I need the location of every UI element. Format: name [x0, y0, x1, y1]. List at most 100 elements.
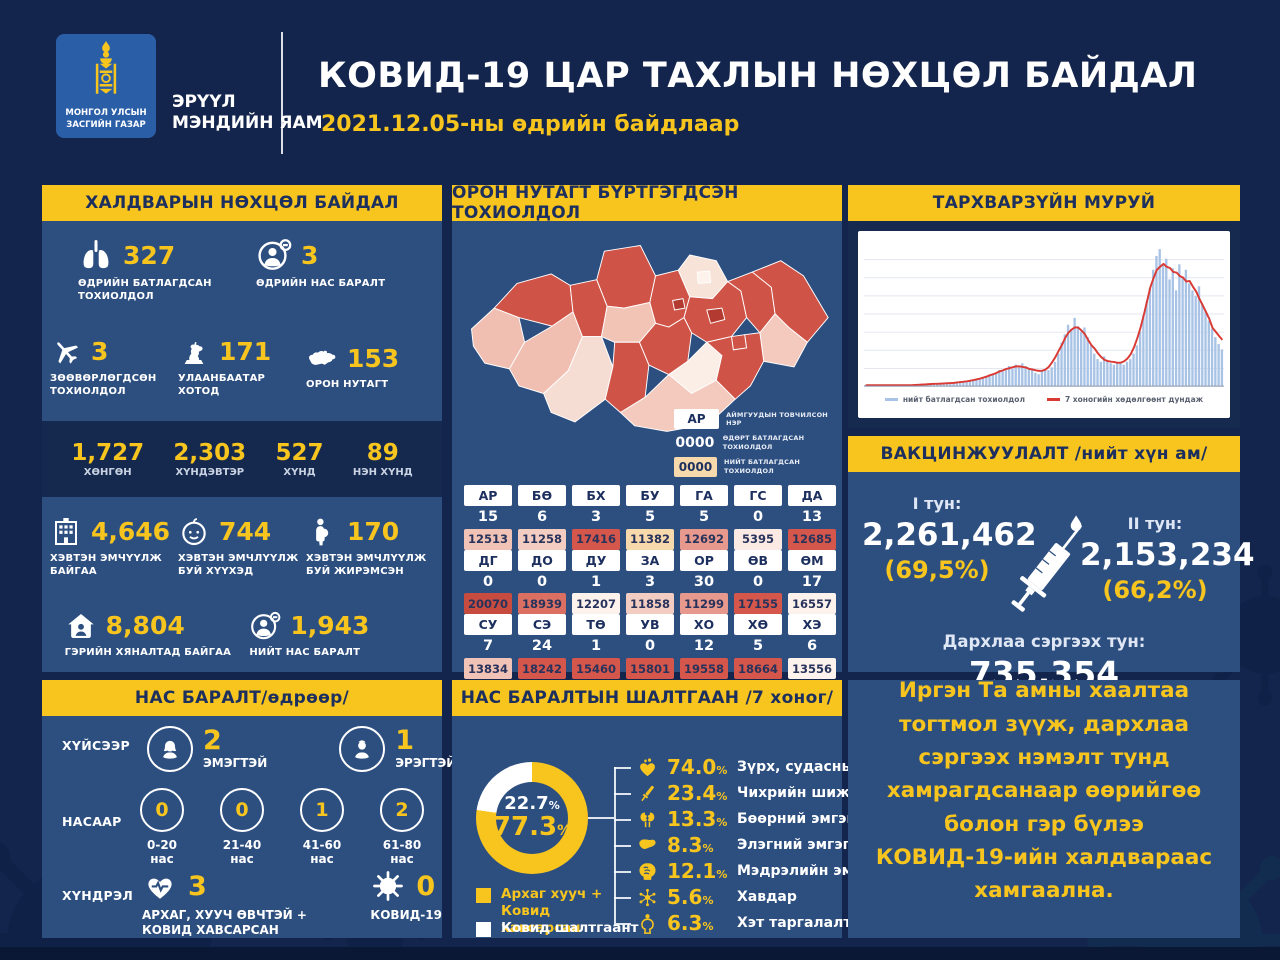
province-cell: ХӨ 5 18664 — [734, 614, 782, 680]
cause-percent: 74.0% — [667, 755, 728, 779]
province-total-count: 13834 — [464, 658, 512, 680]
province-total-count: 11299 — [680, 593, 728, 615]
province-daily-count: 0 — [644, 638, 656, 655]
stat-label: НИЙТ НАС БАРАЛТ — [249, 646, 361, 658]
province-abbr: ДГ — [464, 549, 512, 571]
ministry-name: ЭРҮҮЛ МЭНДИЙН ЯАМ — [172, 92, 323, 134]
province-abbr: ХО — [680, 614, 728, 636]
liver-icon — [636, 834, 659, 857]
cause-percent: 12.1% — [667, 859, 728, 883]
sex-item: 1 ЭРЭГТЭЙ — [339, 726, 456, 772]
sex-label: ЭМЭГТЭЙ — [203, 756, 268, 770]
stat-label: УЛААНБААТАР ХОТОД — [178, 372, 266, 397]
province-total-count: 18939 — [518, 593, 566, 615]
stat-item: 8,804 ГЭРИЙН ХЯНАЛТАД БАЙГАА — [65, 610, 235, 659]
severity-value: 527 — [275, 440, 324, 466]
province-daily-count: 7 — [482, 638, 494, 655]
age-label: 41-60 нас — [302, 838, 342, 867]
stat-value: 744 — [219, 517, 272, 547]
donut-covid-percent: 22.7% — [504, 792, 560, 814]
province-daily-count: 12 — [693, 638, 715, 655]
age-item: 1 41-60 нас — [294, 788, 350, 867]
severity-value: 2,303 — [173, 440, 247, 466]
province-abbr: ЗА — [626, 549, 674, 571]
soyombo-emblem-icon — [95, 41, 117, 94]
severity-label: ХҮНДЭВТЭР — [175, 467, 245, 478]
province-cell: СУ 7 13834 — [464, 614, 512, 680]
legend-dash — [1046, 398, 1060, 401]
cause-label: Бөөрний эмгэг — [737, 811, 854, 827]
virus-icon — [370, 868, 406, 904]
sex-item: 2 ЭМЭГТЭЙ — [147, 726, 267, 772]
province-daily-count: 13 — [801, 509, 823, 525]
cause-row: 8.3% Элэгний эмгэг — [614, 832, 850, 858]
plane-icon — [50, 336, 82, 368]
age-label: 61-80 нас — [382, 838, 422, 867]
province-total-count: 15460 — [572, 658, 620, 680]
female-icon — [147, 726, 193, 772]
legend-item: 7 хоногийн хөдөлгөөнт дундаж — [1046, 395, 1203, 404]
age-item: 0 0-20 нас — [134, 788, 190, 867]
cause-row: 5.6% Хавдар — [614, 884, 834, 910]
province-abbr: СУ — [464, 614, 512, 636]
cause-row: 74.0% Зүрх, судасны өвчин — [614, 754, 907, 780]
province-cell: УВ 0 15801 — [626, 614, 674, 680]
province-daily-count: 1 — [590, 573, 602, 590]
donut-connector-line — [588, 817, 614, 819]
legend-daily-label: ӨДӨРТ БАТЛАГДСАН ТОХИОЛДОЛ — [722, 434, 805, 452]
province-cell: СЭ 24 18242 — [518, 614, 566, 680]
province-abbr: АР — [464, 485, 512, 506]
legend-daily-sample: 0000 — [675, 435, 715, 452]
severity-label: НЭН ХҮНД — [352, 467, 413, 478]
province-total-count: 20070 — [464, 593, 512, 615]
stat-label: ХЭВТЭН ЭМЧЛҮҮЛЖ БУЙ ХҮҮХЭД — [178, 552, 299, 577]
age-value: 0 — [220, 788, 264, 832]
dose2-label: II тун: — [1127, 514, 1183, 533]
province-dornogovi — [706, 332, 765, 400]
province-total-count: 12207 — [572, 593, 620, 615]
province-abbr: ДУ — [572, 549, 620, 571]
heart-organ-icon — [636, 756, 659, 779]
cause-label: Элэгний эмгэг — [737, 837, 850, 853]
legend-abbr-sample: АР — [674, 409, 720, 430]
panel-death-causes: НАС БАРАЛТЫН ШАЛТГААН /7 хоног/ 22.7% 77… — [452, 680, 907, 938]
page-subtitle: 2021.12.05-ны өдрийн байдлаар — [321, 112, 740, 137]
province-cell: ӨВ 0 17155 — [734, 549, 782, 615]
stat-item: 153 ОРОН НУТАГТ — [306, 342, 434, 391]
stat-label: ЗӨӨВӨРЛӨГДСӨН ТОХИОЛДОЛ — [50, 372, 157, 397]
age-item: 0 21-40 нас — [214, 788, 270, 867]
death-causes-donut-chart: 22.7% 77.3% — [476, 762, 588, 874]
province-abbr: СЭ — [518, 614, 566, 636]
stat-value: 8,804 — [105, 611, 185, 641]
infection-row-3: 4,646 ХЭВТЭН ЭМЧҮҮЛЖ БАЙГАА 744 ХЭВТЭН Э… — [42, 497, 442, 597]
province-daily-count: 0 — [752, 573, 764, 590]
stat-item: 3 ӨДРИЙН НАС БАРАЛТ — [256, 237, 406, 290]
province-cell: ХО 12 19558 — [680, 614, 728, 680]
province-total-count: 5395 — [734, 528, 782, 550]
stat-value: 4,646 — [91, 517, 171, 547]
mongolia-map: АР АЙМГУУДЫН ТОВЧИЛСОН НЭР 0000 ӨДӨРТ БА… — [462, 231, 832, 479]
person-minus-icon — [256, 237, 292, 273]
cause-label: Чихрийн шижин — [737, 785, 870, 801]
severity-item: 2,303 ХҮНДЭВТЭР — [173, 440, 246, 478]
province-daily-count: 6 — [536, 509, 548, 525]
panel-public-message: Иргэн Та амны хаалтаа тогтмол зүүж, дарх… — [848, 678, 1240, 938]
panel-title: ОРОН НУТАГТ БҮРТГЭГДСЭН ТОХИОЛДОЛ — [452, 183, 842, 223]
kidney-icon — [636, 808, 659, 831]
dose1-block: I тун: 2,261,462 (69,5%) — [862, 494, 1037, 586]
sex-items: 2 ЭМЭГТЭЙ 1 ЭРЭГТЭЙ — [147, 726, 456, 772]
legend-abbr-label: АЙМГУУДЫН ТОВЧИЛСОН НЭР — [726, 410, 828, 428]
map-legend: АР АЙМГУУДЫН ТОВЧИЛСОН НЭР 0000 ӨДӨРТ БА… — [674, 409, 830, 477]
province-daily-count: 24 — [531, 638, 553, 655]
donut-legend-comorbid: Архаг хууч + Ковид хавсарсан — [476, 886, 631, 937]
province-abbr: ДА — [788, 485, 836, 506]
complication-row-label: ХҮНДРЭЛ — [62, 888, 134, 903]
age-value: 2 — [380, 788, 424, 832]
province-cell: ДУ 1 12207 — [572, 549, 620, 615]
donut-legend-covid: Ковид шалтгаант — [476, 920, 639, 937]
mongolia-icon — [306, 342, 338, 374]
stat-value: 3 — [301, 240, 319, 270]
province-abbr: ГА — [680, 485, 728, 506]
province-daily-count: 0 — [752, 509, 764, 525]
